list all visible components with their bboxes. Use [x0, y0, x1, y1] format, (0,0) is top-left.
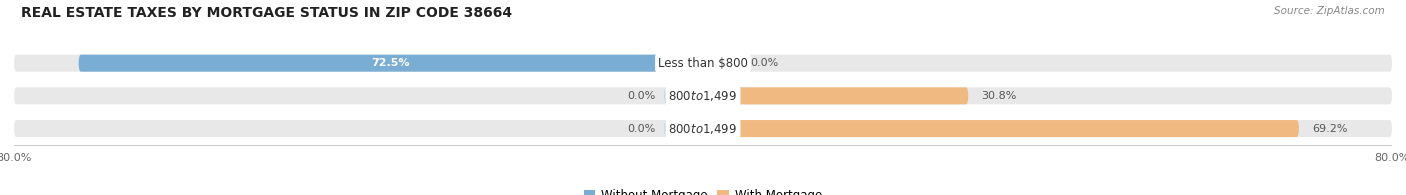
Text: 0.0%: 0.0%: [627, 124, 655, 134]
FancyBboxPatch shape: [703, 55, 742, 72]
Text: 0.0%: 0.0%: [627, 91, 655, 101]
Text: Less than $800: Less than $800: [658, 57, 748, 70]
Legend: Without Mortgage, With Mortgage: Without Mortgage, With Mortgage: [579, 184, 827, 195]
Text: 69.2%: 69.2%: [1312, 124, 1347, 134]
Text: 30.8%: 30.8%: [981, 91, 1017, 101]
Text: Source: ZipAtlas.com: Source: ZipAtlas.com: [1274, 6, 1385, 16]
Text: 0.0%: 0.0%: [751, 58, 779, 68]
FancyBboxPatch shape: [79, 55, 703, 72]
FancyBboxPatch shape: [703, 120, 1299, 137]
FancyBboxPatch shape: [664, 120, 703, 137]
Text: 72.5%: 72.5%: [371, 58, 411, 68]
FancyBboxPatch shape: [703, 87, 969, 104]
FancyBboxPatch shape: [14, 120, 1392, 137]
FancyBboxPatch shape: [14, 87, 1392, 104]
FancyBboxPatch shape: [664, 87, 703, 104]
FancyBboxPatch shape: [14, 55, 1392, 72]
Text: $800 to $1,499: $800 to $1,499: [668, 121, 738, 136]
Text: REAL ESTATE TAXES BY MORTGAGE STATUS IN ZIP CODE 38664: REAL ESTATE TAXES BY MORTGAGE STATUS IN …: [21, 6, 512, 20]
Text: $800 to $1,499: $800 to $1,499: [668, 89, 738, 103]
